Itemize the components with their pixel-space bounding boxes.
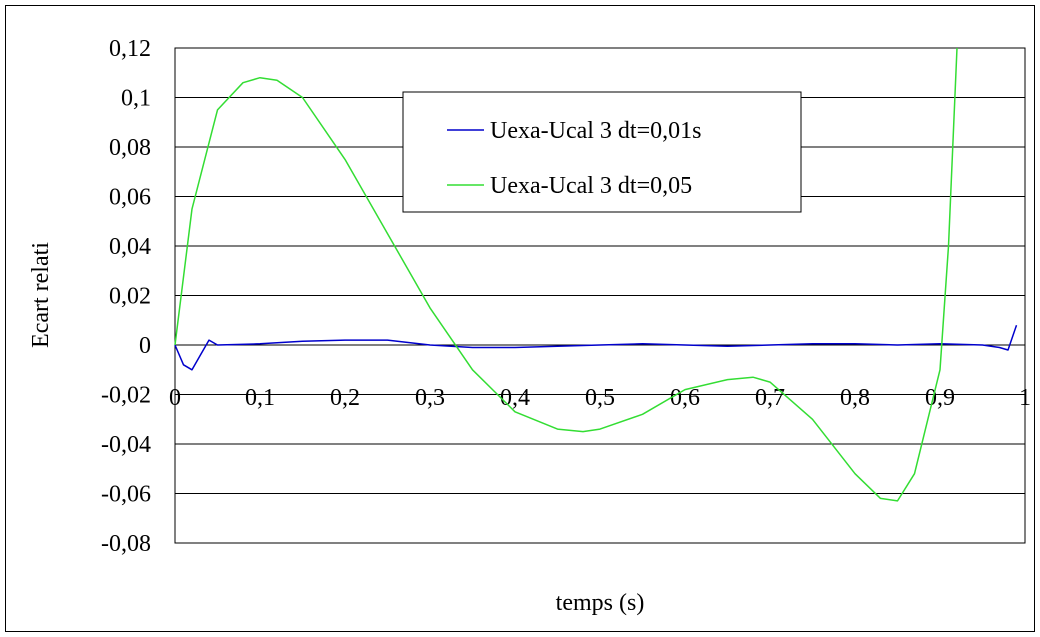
y-tick-label: -0,04 [101, 432, 151, 458]
legend: Uexa-Ucal 3 dt=0,01s Uexa-Ucal 3 dt=0,05 [402, 91, 802, 213]
x-tick-label: 0,1 [245, 385, 275, 411]
x-tick-label: 0,3 [415, 385, 445, 411]
series-line-2 [174, 47, 958, 502]
x-tick-label: 0,2 [330, 385, 360, 411]
x-tick-label: 0 [169, 385, 181, 411]
y-tick-label: -0,08 [101, 531, 151, 557]
y-tick-label: 0 [139, 333, 151, 359]
y-tick-label: 0,02 [109, 284, 151, 310]
y-tick-label: 0,06 [109, 185, 151, 211]
x-axis-title: temps (s) [556, 590, 645, 616]
legend-label-series-1: Uexa-Ucal 3 dt=0,01s [490, 118, 701, 144]
x-tick-label: 0,7 [755, 385, 785, 411]
x-tick-label: 0,9 [925, 385, 955, 411]
legend-label-series-2: Uexa-Ucal 3 dt=0,05 [490, 173, 692, 199]
y-axis-tick-labels: 0,12 0,1 0,08 0,06 0,04 0,02 0 -0,02 -0,04 -0,06 -… [101, 36, 151, 557]
y-tick-label: 0,1 [121, 86, 151, 112]
legend-box [402, 91, 802, 213]
series-line-1 [174, 324, 1018, 371]
y-tick-label: -0,06 [101, 482, 151, 508]
series-lines [174, 47, 1018, 502]
x-tick-label: 1 [1019, 385, 1031, 411]
x-axis-tick-labels: 0 0,1 0,2 0,3 0,4 0,5 0,6 0,7 0,8 0,9 1 [169, 385, 1031, 411]
plot-area-border [174, 47, 1026, 544]
y-tick-label: 0,04 [109, 234, 151, 260]
y-tick-label: -0,02 [101, 383, 151, 409]
y-tick-label: 0,08 [109, 135, 151, 161]
x-tick-label: 0,8 [840, 385, 870, 411]
y-tick-label: 0,12 [109, 36, 151, 62]
x-tick-label: 0,5 [585, 385, 615, 411]
x-tick-label: 0,4 [500, 385, 530, 411]
y-axis-title: Ecart relati [28, 242, 54, 348]
